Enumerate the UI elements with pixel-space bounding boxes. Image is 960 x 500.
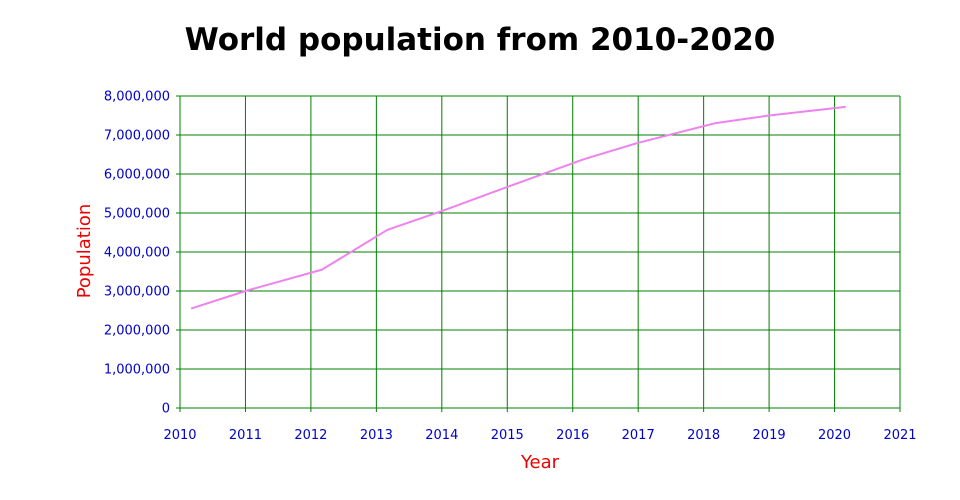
x-tick-label: 2019: [753, 428, 786, 443]
series-layer: [190, 105, 846, 310]
grid: [176, 95, 901, 412]
series-line: [190, 105, 846, 310]
y-axis-ticks: 0 1,000,000 2,000,000 3,000,000 4,000,000 5,0…: [104, 90, 170, 417]
x-tick-label: 2015: [491, 428, 524, 443]
y-tick-label: 4,000,000: [104, 246, 170, 261]
x-tick-label: 2020: [818, 428, 851, 443]
x-tick-label: 2017: [622, 428, 655, 443]
x-tick-label: 2021: [883, 428, 916, 443]
x-tick-label: 2013: [360, 428, 393, 443]
y-tick-label: 7,000,000: [104, 129, 170, 144]
y-tick-label: 0: [162, 402, 170, 417]
chart-title: World population from 2010-2020: [184, 22, 776, 58]
y-tick-label: 8,000,000: [104, 90, 170, 105]
x-tick-label: 2018: [687, 428, 720, 443]
y-tick-label: 3,000,000: [104, 285, 170, 300]
y-axis-title: Population: [74, 204, 95, 299]
y-tick-label: 5,000,000: [104, 207, 170, 222]
y-tick-label: 6,000,000: [104, 168, 170, 183]
x-tick-label: 2012: [294, 428, 327, 443]
x-tick-label: 2016: [556, 428, 589, 443]
x-tick-label: 2011: [229, 428, 262, 443]
y-tick-label: 1,000,000: [104, 363, 170, 378]
x-axis-title: Year: [520, 452, 560, 473]
x-axis-ticks: 2010 2011 2012 2013 2014 2015 2016 2017 2018 2019…: [163, 428, 916, 443]
y-tick-label: 2,000,000: [104, 324, 170, 339]
x-tick-label: 2010: [163, 428, 196, 443]
x-tick-label: 2014: [425, 428, 458, 443]
